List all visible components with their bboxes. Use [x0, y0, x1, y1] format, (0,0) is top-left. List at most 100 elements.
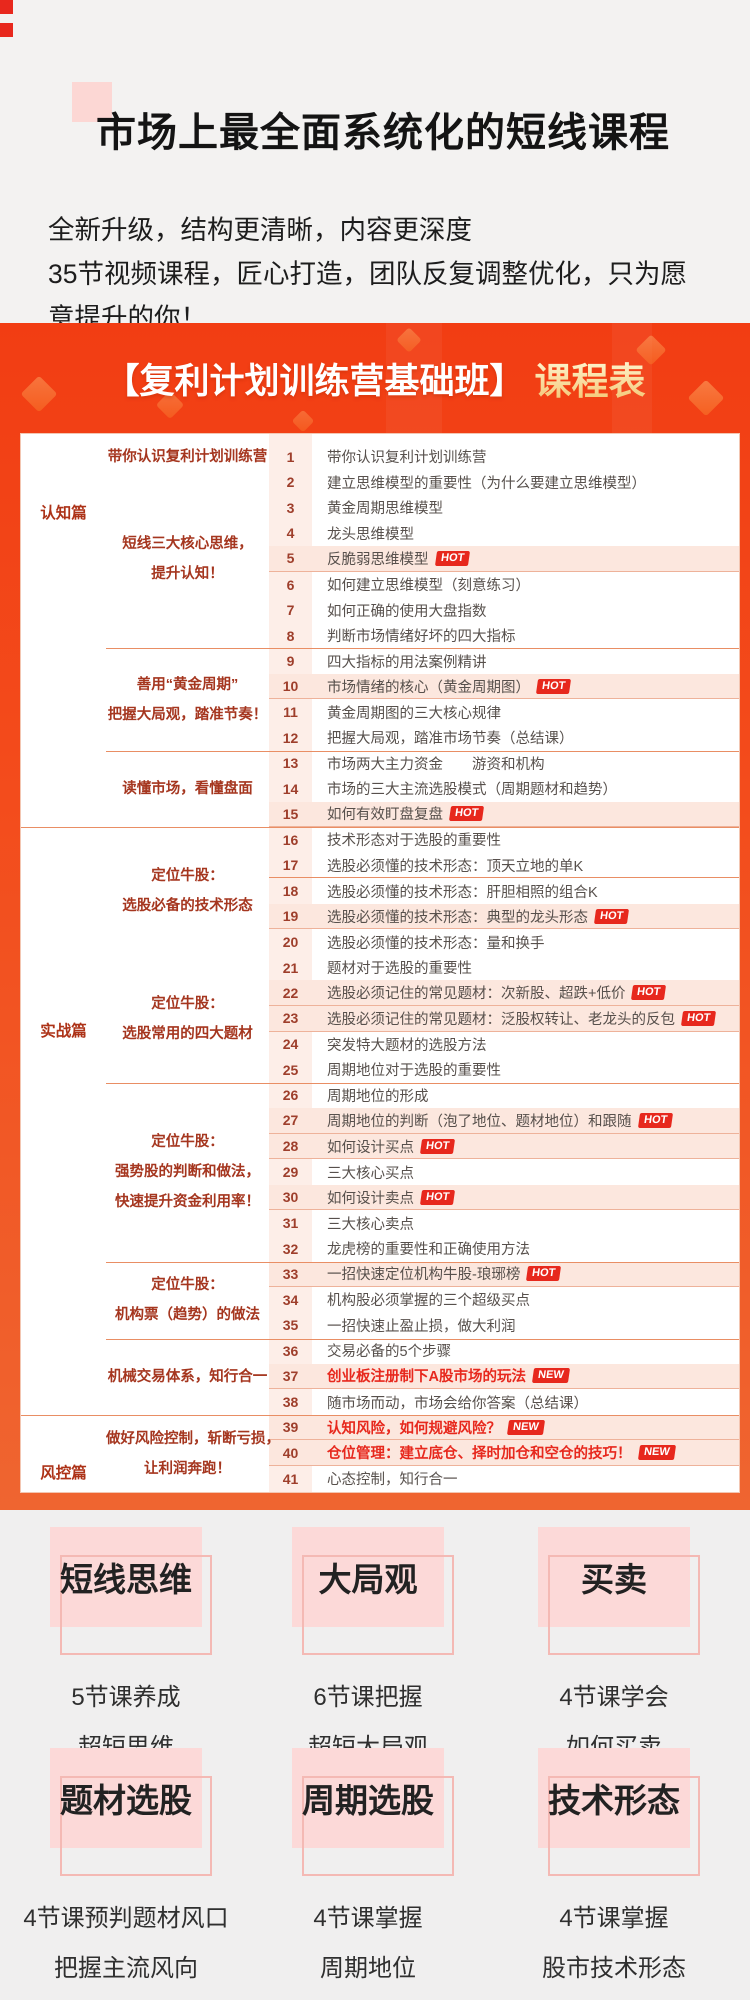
course-number: 4: [286, 525, 295, 542]
table-divider: [106, 1261, 739, 1263]
category-label: 风控篇: [40, 1465, 87, 1482]
feature-title: 技术形态: [548, 1782, 680, 1819]
course-number: 1: [286, 448, 295, 465]
course-row: 3 黄金周期思维模型: [269, 495, 739, 521]
course-number: 17: [282, 857, 299, 874]
feature-description-line: 周期地位: [320, 1955, 416, 1982]
feature-title: 周期选股: [302, 1782, 434, 1819]
course-row: 36 交易必备的5个步骤: [269, 1338, 739, 1364]
course-row: 1 带你认识复利计划训练营: [269, 444, 739, 470]
course-title: 四大指标的用法案例精讲: [327, 654, 487, 671]
course-title: 仓位管理：建立底仓、择时加仓和空仓的技巧！ NEW: [312, 1442, 676, 1463]
hot-badge: HOT: [637, 1112, 673, 1128]
course-number: 12: [282, 729, 299, 746]
course-row: 20 选股必须懂的技术形态：量和换手: [269, 929, 739, 955]
number-column-strip: [269, 434, 312, 1492]
feature-box: 技术形态: [538, 1748, 700, 1876]
course-number: 18: [282, 883, 299, 900]
banner-title: 【复利计划训练营基础班】 课程表: [0, 323, 750, 433]
subsection-header-line: 机械交易体系，知行合一: [107, 1368, 268, 1385]
new-badge: NEW: [637, 1445, 676, 1461]
subsection-header-line: 做好风险控制，斩断亏损，: [106, 1430, 280, 1447]
course-row: 39 认知风险，如何规避风险？ NEW: [269, 1414, 739, 1441]
course-row: 41 心态控制，知行合一: [269, 1466, 739, 1492]
table-divider: [106, 1338, 739, 1340]
course-number: 38: [282, 1394, 299, 1410]
course-number: 19: [282, 908, 299, 925]
corner-mark-icon: [0, 23, 13, 37]
feature-title: 大局观: [318, 1561, 418, 1598]
feature-item: 技术形态 4节课掌握 股市技术形态: [538, 1748, 700, 1994]
course-number: 30: [282, 1189, 299, 1206]
course-number: 29: [282, 1164, 299, 1181]
course-title: 如何设计卖点 HOT: [312, 1187, 456, 1208]
hot-badge: HOT: [448, 806, 485, 822]
category-label: 认知篇: [40, 505, 87, 522]
subsection-header: 做好风险控制，斩断亏损， 让利润奔跑！: [106, 1424, 280, 1484]
course-title: 心态控制，知行合一: [327, 1472, 458, 1489]
course-number: 22: [282, 984, 299, 1001]
course-row: 19 选股必须懂的技术形态：典型的龙头形态 HOT: [269, 903, 739, 930]
course-row: 14 市场的三大主流选股模式（周期题材和趋势）: [269, 776, 739, 802]
course-title: 市场的三大主流选股模式（周期题材和趋势）: [327, 782, 617, 799]
course-title: 周期地位的判断（泡了地位、题材地位）和跟随 HOT: [312, 1110, 673, 1131]
page-title: 市场上最全面系统化的短线课程: [96, 111, 670, 155]
subsection-header: 带你认识复利计划训练营: [106, 442, 269, 472]
subsection-header-line: 快速提升资金利用率！: [115, 1194, 260, 1211]
course-number: 31: [282, 1215, 299, 1232]
feature-box: 大局观: [292, 1527, 454, 1655]
course-row: 7 如何正确的使用大盘指数: [269, 597, 739, 623]
course-row: 31 三大核心卖点: [269, 1210, 739, 1236]
subsection-header-line: 把握大局观，踏准节奏！: [107, 706, 268, 723]
course-number: 21: [282, 959, 299, 976]
course-title: 如何设计买点 HOT: [312, 1136, 456, 1157]
course-number: 25: [282, 1061, 299, 1078]
hot-badge: HOT: [535, 678, 572, 694]
course-title: 随市场而动，市场会给你答案（总结课）: [327, 1395, 588, 1412]
feature-description: 4节课预判题材风口 把握主流风向: [23, 1894, 228, 1994]
course-row: 4 龙头思维模型: [269, 521, 739, 547]
course-number: 39: [282, 1419, 299, 1436]
course-row: 28 如何设计买点 HOT: [269, 1133, 739, 1160]
subsection-header-line: 读懂市场，看懂盘面: [122, 781, 253, 798]
subsection-header: 善用“黄金周期” 把握大局观，踏准节奏！: [106, 670, 269, 730]
course-row: 40 仓位管理：建立底仓、择时加仓和空仓的技巧！ NEW: [269, 1440, 739, 1466]
course-title: 黄金周期思维模型: [327, 501, 443, 518]
course-title: 选股必须懂的技术形态：典型的龙头形态 HOT: [312, 906, 630, 927]
course-title: 带你认识复利计划训练营: [327, 450, 487, 467]
course-row: 5 反脆弱思维模型 HOT: [269, 546, 739, 572]
course-title: 选股必须懂的技术形态：肝胆相照的组合K: [327, 884, 598, 901]
course-row: 13 市场两大主力资金 游资和机构: [269, 751, 739, 777]
course-title: 技术形态对于选股的重要性: [327, 833, 501, 850]
course-number: 24: [282, 1036, 299, 1053]
course-table: 1 带你认识复利计划训练营 2 建立思维模型的重要性（为什么要建立思维模型） 3 黄金周期…: [20, 433, 740, 1493]
subsection-header-line: 选股常用的四大题材: [122, 1026, 253, 1043]
course-number: 27: [282, 1112, 299, 1129]
course-title: 选股必须记住的常见题材：泛股权转让、老龙头的反包 HOT: [312, 1008, 717, 1029]
course-number: 15: [282, 805, 299, 822]
course-number: 10: [282, 678, 299, 695]
hot-badge: HOT: [419, 1189, 456, 1205]
course-title: 如何有效盯盘复盘 HOT: [312, 803, 485, 824]
course-title: 如何正确的使用大盘指数: [327, 603, 487, 620]
course-row: 38 随市场而动，市场会给你答案（总结课）: [269, 1389, 739, 1415]
table-divider: [106, 1083, 739, 1084]
course-title: 黄金周期图的三大核心规律: [327, 705, 501, 722]
course-number: 26: [282, 1087, 299, 1104]
subsection-header-line: 强势股的判断和做法，: [115, 1164, 260, 1181]
intro-line: 全新升级，结构更清晰，内容更深度: [48, 215, 472, 245]
course-rows: 1 带你认识复利计划训练营 2 建立思维模型的重要性（为什么要建立思维模型） 3 黄金周期…: [269, 444, 739, 1491]
course-number: 6: [286, 576, 295, 593]
course-number: 16: [282, 831, 299, 848]
course-title: 周期地位对于选股的重要性: [327, 1063, 501, 1080]
feature-description-line: 6节课把握: [313, 1684, 423, 1711]
course-row: 22 选股必须记住的常见题材：次新股、超跌+低价 HOT: [269, 980, 739, 1007]
subsection-header: 定位牛股： 选股必备的技术形态: [106, 861, 269, 921]
subsection-header-line: 定位牛股：: [151, 996, 224, 1013]
course-row: 29 三大核心买点: [269, 1159, 739, 1185]
subsection-header-line: 让利润奔跑！: [144, 1460, 231, 1477]
subsection-header-line: 提升认知！: [151, 566, 224, 583]
course-title: 选股必须记住的常见题材：次新股、超跌+低价 HOT: [312, 982, 667, 1003]
corner-mark-icon: [0, 0, 13, 14]
